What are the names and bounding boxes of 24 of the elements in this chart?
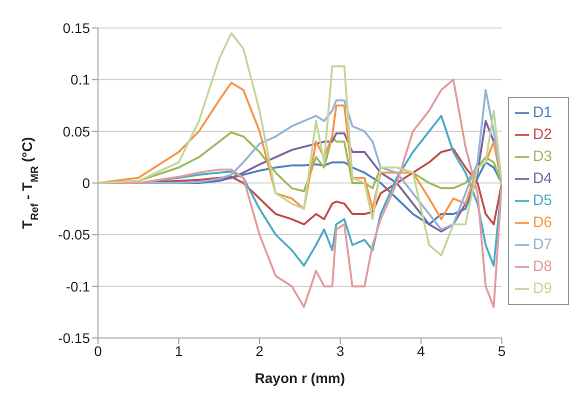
legend-label: D2 [532,126,552,142]
x-tick-label: 3 [336,342,344,359]
y-tick-label: 0 [82,174,90,191]
legend-label: D7 [532,236,552,252]
legend-label: D5 [532,192,552,208]
legend-label: D4 [532,170,552,186]
x-tick-label: 0 [94,342,102,359]
x-tick-label: 4 [417,342,426,359]
x-axis-title: Rayon r (mm) [254,370,346,386]
legend-label: D8 [532,258,552,274]
y-tick-label: 0.1 [70,72,90,88]
line-series [98,32,502,256]
legend-label: D1 [532,104,552,120]
legend-label: D3 [532,148,552,164]
y-tick-label: 0.15 [62,20,90,36]
x-tick-label: 2 [256,342,264,359]
legend-label: D9 [532,280,552,296]
y-tick-label: 0.05 [62,123,90,140]
y-tick-label: -0.05 [58,226,90,243]
x-tick-label: 5 [498,342,506,359]
legend-label: D6 [532,214,552,230]
x-tick-label: 1 [174,342,183,359]
y-tick-label: -0.15 [58,330,90,346]
y-tick-label: -0.1 [66,278,90,294]
